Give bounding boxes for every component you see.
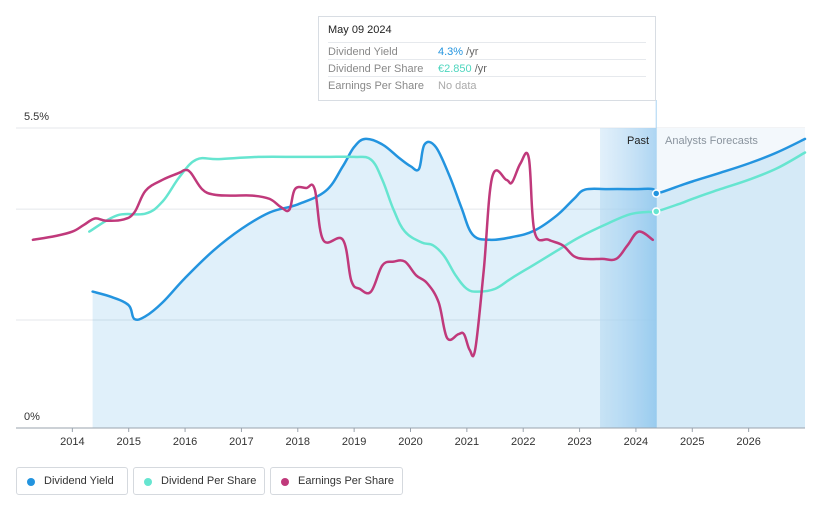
legend-dot — [27, 478, 35, 486]
dividend-yield-marker — [651, 189, 661, 198]
x-tick-label: 2022 — [511, 436, 535, 448]
legend-earnings-per-share[interactable]: Earnings Per Share — [270, 467, 403, 495]
x-tick-label: 2014 — [60, 436, 84, 448]
x-tick-label: 2017 — [229, 436, 253, 448]
x-axis: 2014 2015 2016 2017 2018 2019 2020 2021 2022 2023… — [16, 427, 805, 448]
x-tick-label: 2025 — [680, 436, 704, 448]
x-tick-label: 2015 — [116, 436, 140, 448]
past-label: Past — [627, 135, 649, 147]
legend-dividend-per-share[interactable]: Dividend Per Share — [133, 467, 265, 495]
tooltip-unit: /yr — [463, 46, 479, 58]
tooltip-value: €2.850 /yr — [438, 63, 487, 75]
legend-dot — [144, 478, 152, 486]
legend-dot — [281, 478, 289, 486]
tooltip-row-dividend-yield: Dividend Yield 4.3% /yr — [328, 42, 646, 60]
tooltip-value-number: €2.850 — [438, 63, 472, 75]
tooltip-value-number: 4.3% — [438, 46, 464, 58]
tooltip-value: No data — [438, 80, 477, 92]
past-region — [600, 100, 805, 428]
x-tick-label: 2019 — [342, 436, 366, 448]
y-tick-label-top: 5.5% — [24, 111, 49, 123]
tooltip-row-earnings-per-share: Earnings Per Share No data — [328, 76, 646, 94]
tooltip-name: Dividend Per Share — [328, 63, 424, 75]
y-tick-label-bottom: 0% — [24, 411, 40, 423]
legend-label: Earnings Per Share — [298, 475, 394, 487]
x-tick-label: 2023 — [567, 436, 591, 448]
tooltip-row-dividend-per-share: Dividend Per Share €2.850 /yr — [328, 59, 646, 77]
earnings-per-share-line — [31, 151, 655, 358]
x-tick-label: 2018 — [286, 436, 310, 448]
past-shade — [600, 128, 657, 428]
tooltip-value-number: No data — [438, 80, 477, 92]
tooltip-name: Dividend Yield — [328, 46, 398, 58]
hover-markers — [651, 189, 661, 216]
x-tick-label: 2016 — [173, 436, 197, 448]
tooltip-unit: /yr — [471, 63, 487, 75]
dividend-yield-area — [92, 138, 806, 428]
x-tick-label: 2024 — [624, 436, 648, 448]
dividend-yield-area-fill — [92, 138, 806, 428]
forecast-label: Analysts Forecasts — [665, 135, 758, 147]
x-tick-label: 2026 — [736, 436, 760, 448]
legend-label: Dividend Per Share — [161, 475, 257, 487]
forecast-shade — [656, 128, 805, 428]
x-tick-label: 2020 — [398, 436, 422, 448]
tooltip-date: May 09 2024 — [328, 24, 392, 36]
legend-dividend-yield[interactable]: Dividend Yield — [16, 467, 128, 495]
x-tick-label: 2021 — [455, 436, 479, 448]
tooltip-value: 4.3% /yr — [438, 46, 478, 58]
dividend-per-share-marker — [651, 207, 661, 216]
legend-label: Dividend Yield — [44, 475, 114, 487]
tooltip-name: Earnings Per Share — [328, 80, 424, 92]
tooltip: May 09 2024 Dividend Yield 4.3% /yr Divi… — [318, 16, 656, 101]
